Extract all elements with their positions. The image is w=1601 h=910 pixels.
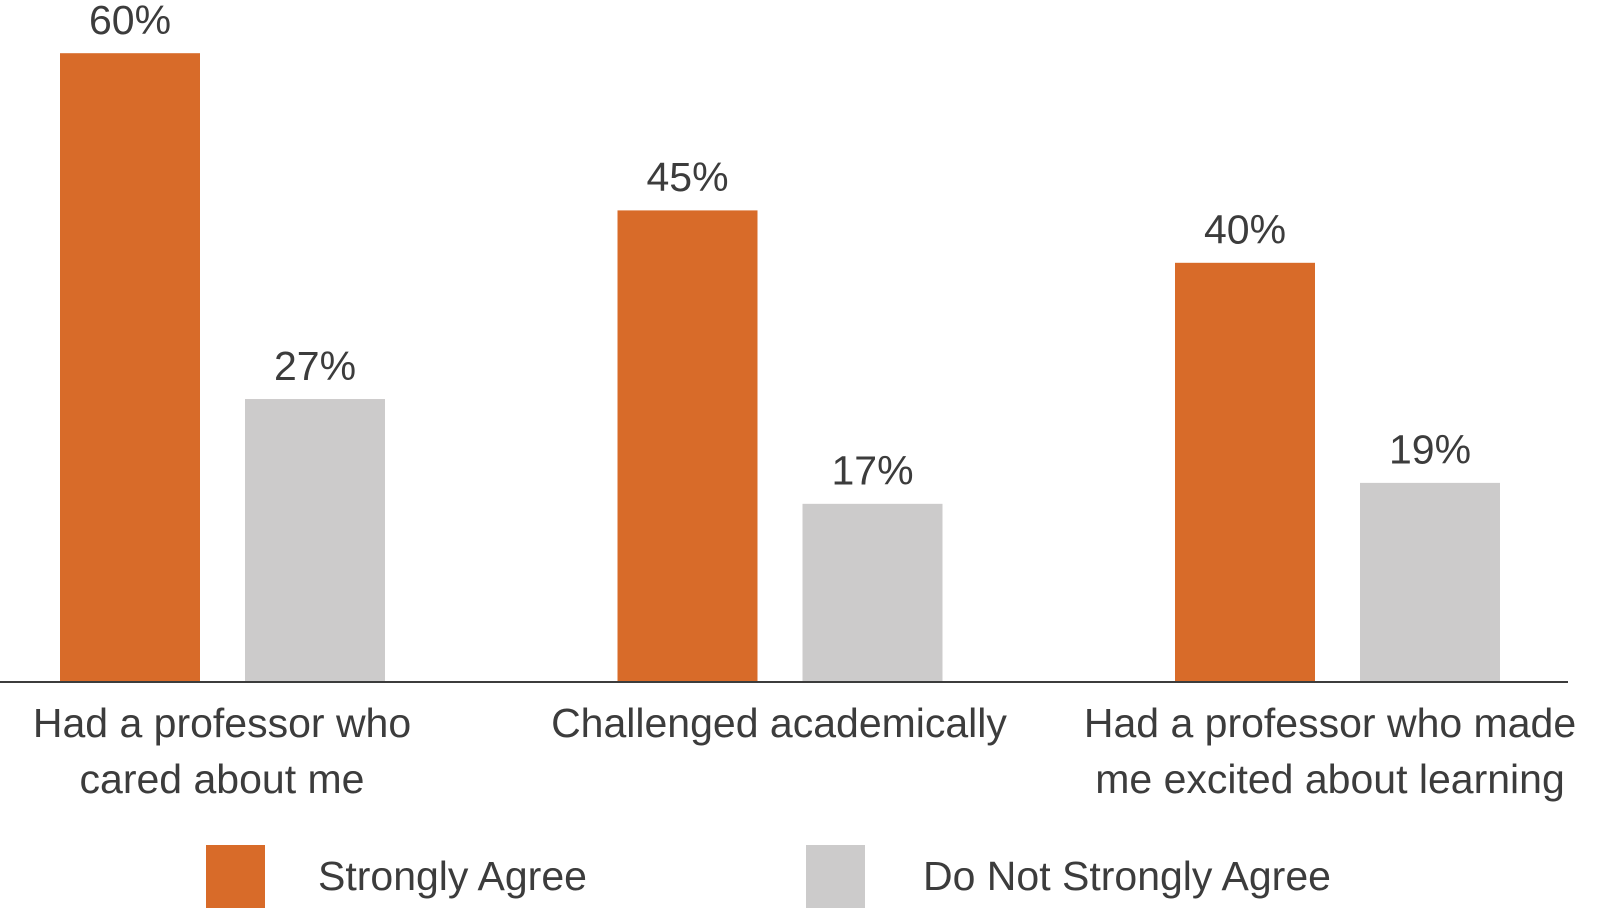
bar [60, 53, 200, 682]
x-tick-label: Had a professor who made me excited abou… [1083, 700, 1577, 802]
bar [245, 399, 385, 682]
value-label: 19% [1389, 427, 1471, 473]
bar [617, 210, 758, 682]
legend-swatch [206, 845, 265, 908]
bar [1360, 482, 1500, 682]
value-label: 17% [831, 448, 913, 494]
x-tick-label: Had a professor who cared about me [32, 700, 412, 802]
legend-label: Do Not Strongly Agree [923, 853, 1331, 899]
value-label: 45% [646, 154, 728, 200]
value-label: 27% [274, 343, 356, 389]
value-label: 40% [1204, 207, 1286, 253]
bar [1175, 262, 1315, 682]
x-tick-label: Challenged academically [551, 700, 1007, 746]
legend-swatch [806, 845, 865, 908]
legend-label: Strongly Agree [318, 853, 587, 899]
value-label: 60% [89, 0, 171, 43]
bar [802, 503, 943, 682]
